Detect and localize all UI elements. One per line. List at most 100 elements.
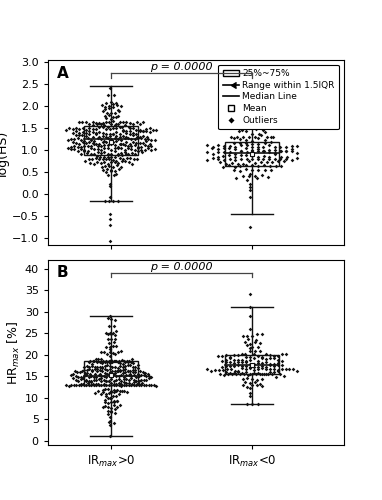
Point xyxy=(78,381,84,389)
Point xyxy=(217,158,223,166)
Point xyxy=(261,154,267,162)
Point xyxy=(83,129,89,137)
Point xyxy=(240,380,246,388)
Point xyxy=(147,128,153,136)
Point xyxy=(78,136,84,143)
Point xyxy=(86,124,92,132)
Point xyxy=(135,144,141,152)
Point xyxy=(91,122,97,130)
Point xyxy=(267,364,273,372)
Point xyxy=(107,352,113,360)
Point xyxy=(103,373,109,381)
Point xyxy=(127,370,133,378)
Point xyxy=(102,112,108,120)
Point xyxy=(91,145,97,153)
Point xyxy=(107,344,113,352)
Point xyxy=(113,114,119,122)
Point xyxy=(102,398,108,406)
Point xyxy=(264,133,270,141)
Point xyxy=(100,381,107,389)
Point xyxy=(93,376,99,384)
Point xyxy=(204,364,210,372)
Point xyxy=(120,132,126,140)
Point xyxy=(110,342,116,350)
Point xyxy=(81,372,87,380)
Point xyxy=(259,358,265,366)
Point xyxy=(121,134,128,142)
Point xyxy=(243,365,249,373)
Point xyxy=(240,172,246,180)
Point xyxy=(89,366,95,374)
Point xyxy=(103,392,109,400)
Point xyxy=(112,336,118,344)
Point xyxy=(105,370,112,378)
Point xyxy=(88,144,94,152)
Point xyxy=(107,362,113,370)
Point xyxy=(92,389,99,397)
Point xyxy=(231,358,237,366)
Point xyxy=(255,364,261,372)
Point xyxy=(294,142,300,150)
Point xyxy=(110,130,116,138)
Point xyxy=(113,392,119,400)
Point xyxy=(63,381,69,389)
Point xyxy=(243,362,249,370)
Point xyxy=(259,382,265,390)
Point xyxy=(261,152,267,160)
Point xyxy=(107,358,113,366)
Point xyxy=(146,372,152,380)
Point xyxy=(91,376,97,384)
Point xyxy=(96,124,102,132)
Point xyxy=(220,366,226,374)
Point xyxy=(128,358,134,366)
Point xyxy=(90,356,96,364)
Point xyxy=(283,148,289,156)
Point xyxy=(149,142,155,150)
Point xyxy=(122,362,128,370)
Point xyxy=(115,197,121,205)
Point xyxy=(104,370,110,378)
Point xyxy=(263,370,269,378)
Point xyxy=(110,420,117,428)
Point xyxy=(103,381,109,389)
Point xyxy=(141,376,147,384)
Point xyxy=(107,180,113,188)
Point xyxy=(148,381,154,389)
Point xyxy=(112,369,118,377)
Point xyxy=(102,396,108,404)
Point xyxy=(271,354,277,362)
Point xyxy=(106,197,112,205)
Point xyxy=(126,158,132,166)
Point xyxy=(131,376,137,384)
Point xyxy=(126,380,132,388)
Point xyxy=(110,100,116,108)
Point xyxy=(81,363,87,371)
Point xyxy=(89,368,96,376)
Point xyxy=(102,144,108,152)
Point xyxy=(259,171,265,179)
Point xyxy=(152,145,158,153)
Point xyxy=(105,402,112,410)
Point xyxy=(102,136,108,144)
Point xyxy=(86,138,92,145)
Point xyxy=(105,134,111,141)
Point xyxy=(107,417,113,425)
Point xyxy=(113,137,119,145)
Point xyxy=(111,380,117,388)
Point xyxy=(115,112,121,120)
Point xyxy=(79,138,86,146)
Point xyxy=(235,366,241,374)
Point xyxy=(78,373,84,381)
Point xyxy=(249,370,255,378)
Point xyxy=(95,145,101,153)
Point xyxy=(83,381,89,389)
Point xyxy=(88,377,94,385)
Point xyxy=(110,162,116,170)
Point xyxy=(239,364,245,372)
Point xyxy=(142,370,148,378)
Point xyxy=(100,386,106,394)
Point xyxy=(238,162,244,170)
Point xyxy=(96,375,102,383)
Point xyxy=(117,140,123,148)
Point xyxy=(269,158,275,166)
